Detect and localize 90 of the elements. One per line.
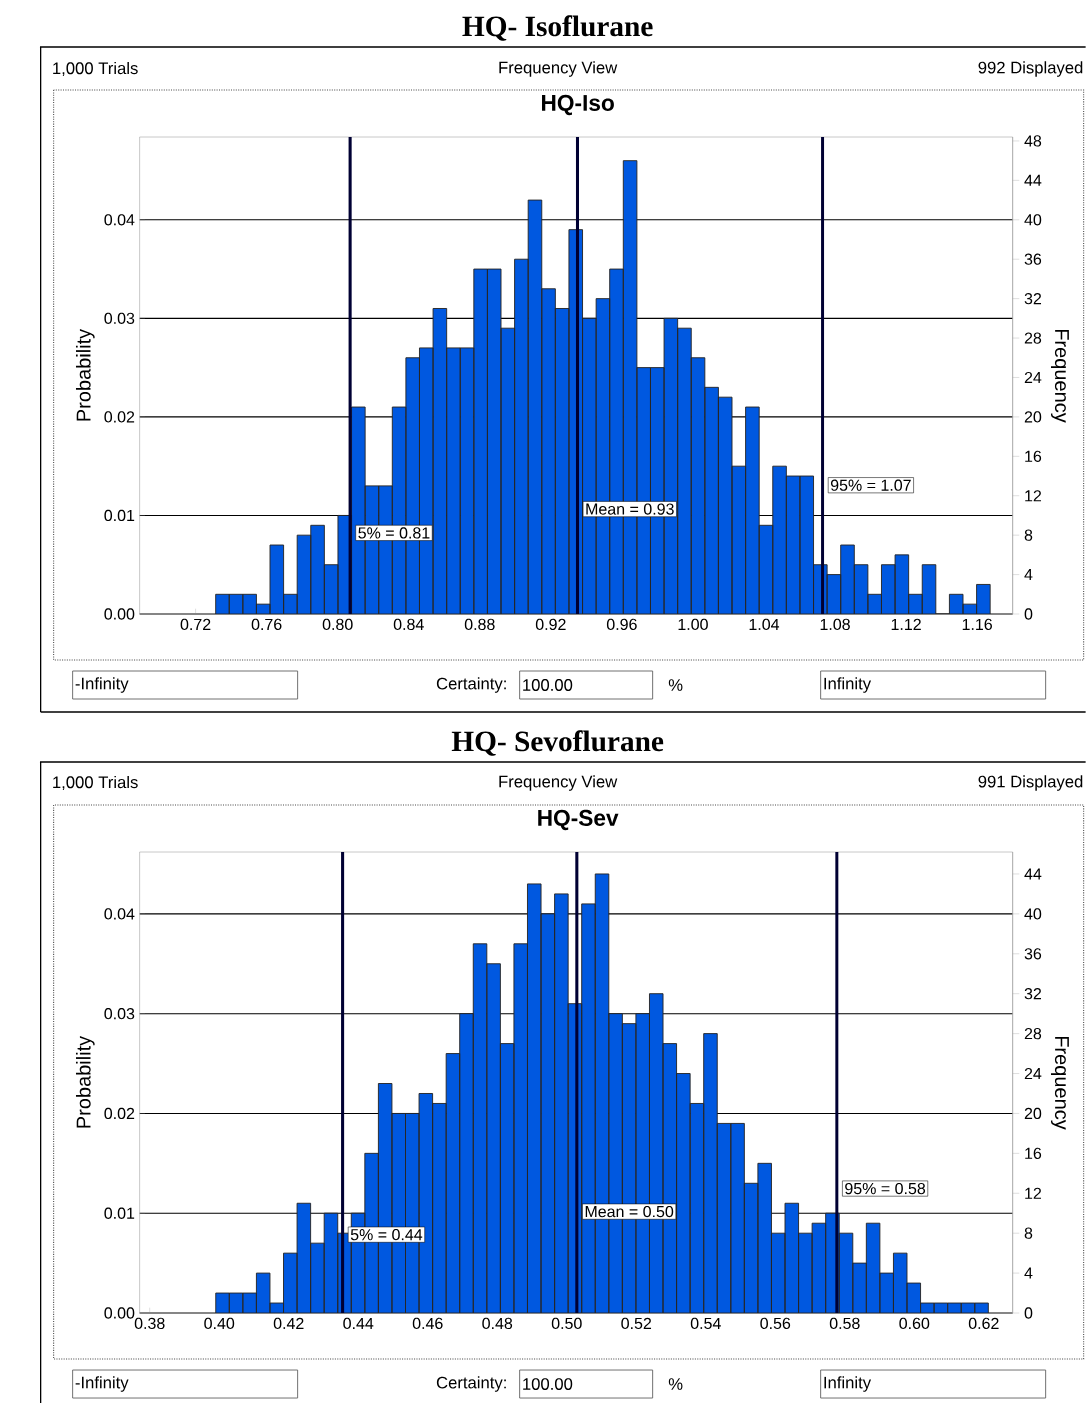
x-tick-label: 0.88 — [465, 618, 495, 631]
x-tick-label: 0.44 — [343, 1317, 374, 1330]
x-tick-label: 1.16 — [962, 618, 993, 631]
x-tick-label: 0.38 — [134, 1317, 165, 1330]
y2-axis-title: Frequency — [1051, 1036, 1070, 1130]
x-tick-label: 0.80 — [322, 618, 353, 631]
y2-axis-title: Frequency — [1051, 329, 1070, 423]
x-tick-label: 0.56 — [760, 1317, 791, 1330]
x-tick-label: 0.92 — [536, 618, 566, 631]
y2-tick-label: 44 — [1024, 174, 1042, 186]
y2-tick-label: 4 — [1024, 1267, 1033, 1279]
text: -Infinity — [75, 677, 129, 693]
text: 991 Displayed — [978, 775, 1083, 791]
y-tick-label: 0.04 — [104, 908, 135, 920]
text: Frequency View — [499, 61, 618, 77]
y-tick-label: 0.02 — [104, 411, 135, 423]
y-tick-label: 0.00 — [104, 608, 135, 620]
text: Certainty: — [437, 1376, 507, 1392]
y2-tick-label: 40 — [1024, 908, 1042, 920]
x-tick-label: 0.62 — [969, 1317, 999, 1330]
y2-tick-label: 28 — [1025, 1027, 1042, 1040]
y2-tick-label: 40 — [1024, 214, 1042, 226]
y2-tick-label: 28 — [1025, 332, 1042, 344]
ref-line-label: 95% = 0.58 — [845, 1182, 926, 1195]
y2-tick-label: 48 — [1024, 135, 1042, 147]
y2-tick-label: 20 — [1025, 411, 1042, 423]
y2-tick-label: 12 — [1025, 1187, 1042, 1199]
y2-tick-label: 24 — [1025, 1067, 1042, 1080]
y2-tick-label: 44 — [1024, 868, 1042, 880]
x-tick-label: 0.96 — [607, 618, 637, 631]
y-axis-title: Probability — [76, 328, 95, 421]
x-tick-label: 0.60 — [899, 1317, 930, 1330]
x-tick-label: 1.12 — [891, 618, 922, 630]
text: 1,000 Trials — [53, 775, 138, 791]
text: % — [669, 679, 683, 691]
ref-line-label: 5% = 0.81 — [358, 527, 430, 539]
x-tick-label: 0.52 — [621, 1317, 652, 1330]
x-tick-label: 0.48 — [482, 1317, 513, 1330]
ref-line-label: Mean = 0.93 — [586, 503, 674, 515]
y-tick-label: 0.04 — [104, 214, 135, 226]
chart-title: HQ- Isoflurane — [462, 15, 653, 41]
x-tick-label: 0.58 — [830, 1317, 860, 1330]
y2-tick-label: 20 — [1025, 1107, 1042, 1120]
y-tick-label: 0.03 — [104, 1008, 135, 1020]
text: Infinity — [824, 1376, 872, 1392]
text: Certainty: — [437, 677, 507, 693]
x-tick-label: 0.84 — [393, 618, 425, 631]
y2-tick-label: 32 — [1024, 292, 1042, 305]
y2-tick-label: 36 — [1024, 948, 1042, 960]
x-tick-label: 0.46 — [412, 1317, 443, 1330]
y-tick-label: 0.02 — [104, 1107, 135, 1120]
text: 100.00 — [523, 679, 573, 691]
x-tick-label: 0.40 — [204, 1317, 235, 1330]
x-tick-label: 0.76 — [251, 618, 282, 631]
y2-tick-label: 12 — [1025, 490, 1042, 502]
y2-tick-label: 32 — [1024, 988, 1042, 1000]
text: 992 Displayed — [978, 61, 1083, 77]
y2-tick-label: 36 — [1024, 253, 1042, 265]
y-axis-title: Probability — [76, 1035, 95, 1128]
y-tick-label: 0.03 — [104, 312, 135, 324]
y-tick-label: 0.01 — [104, 1207, 135, 1219]
text: -Infinity — [75, 1376, 129, 1392]
x-tick-label: 0.54 — [691, 1317, 722, 1330]
chart-title: HQ- Sevoflurane — [452, 730, 664, 756]
ref-line-label: Mean = 0.50 — [585, 1205, 674, 1218]
y2-tick-label: 16 — [1025, 450, 1042, 462]
text: Frequency View — [499, 775, 618, 791]
y2-tick-label: 8 — [1024, 1227, 1033, 1239]
x-tick-label: 1.08 — [820, 618, 851, 631]
x-tick-label: 0.42 — [273, 1317, 304, 1330]
y-tick-label: 0.00 — [104, 1307, 135, 1319]
x-tick-label: 1.00 — [678, 618, 709, 631]
text: 1,000 Trials — [53, 61, 138, 77]
y2-tick-label: 16 — [1025, 1147, 1042, 1160]
x-tick-label: 0.72 — [180, 618, 211, 631]
x-tick-label: 0.50 — [552, 1317, 582, 1330]
y2-tick-label: 8 — [1024, 529, 1033, 541]
text: % — [669, 1378, 683, 1390]
y2-tick-label: 0 — [1024, 608, 1033, 620]
y-tick-label: 0.01 — [104, 509, 135, 522]
y2-tick-label: 0 — [1024, 1307, 1033, 1319]
chart-subtitle: HQ-Sev — [538, 809, 619, 831]
y2-tick-label: 4 — [1024, 569, 1033, 581]
text: Infinity — [824, 677, 872, 693]
chart-subtitle: HQ-Iso — [542, 94, 615, 116]
x-tick-label: 1.04 — [749, 618, 780, 631]
text: 100.00 — [523, 1378, 573, 1390]
y2-tick-label: 24 — [1025, 371, 1042, 384]
ref-line-label: 5% = 0.44 — [351, 1228, 423, 1241]
ref-line-label: 95% = 1.07 — [831, 479, 911, 491]
